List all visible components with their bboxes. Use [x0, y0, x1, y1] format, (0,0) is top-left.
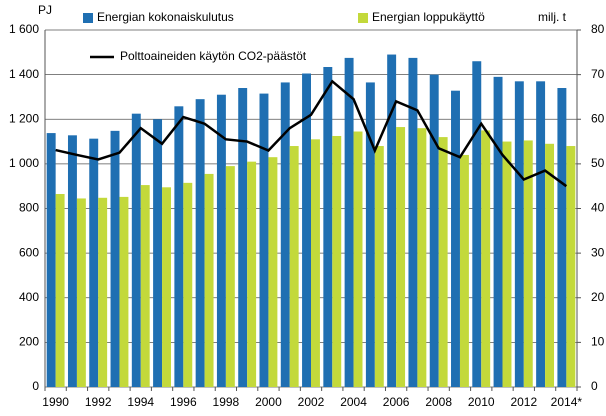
bar [302, 73, 311, 388]
y-tick-label: 1 200 [9, 111, 39, 125]
x-tick-label: 1998 [213, 395, 240, 409]
bar [67, 135, 77, 387]
bar [493, 76, 503, 387]
bar [119, 196, 129, 387]
bar [162, 187, 171, 387]
line [55, 79, 568, 188]
bar [247, 161, 257, 387]
x-tick-label: 1992 [85, 395, 112, 409]
bar [238, 88, 248, 387]
y-tick-label: 600 [19, 245, 39, 259]
bar [76, 198, 86, 387]
bar [429, 74, 439, 387]
bar [438, 137, 448, 387]
x-tick-label: 2006 [383, 395, 410, 409]
x-tick-label: 1996 [170, 395, 197, 409]
bar [387, 54, 397, 387]
y2-tick-label: 20 [591, 290, 605, 304]
x-tick-label: 2004 [340, 395, 367, 409]
bar [110, 130, 120, 388]
legend-swatch [358, 13, 368, 23]
bar [481, 130, 491, 387]
bar [536, 81, 546, 387]
bar [344, 57, 354, 387]
y-tick-label: 0 [32, 379, 39, 393]
legend-label: Energian loppukäyttö [372, 10, 485, 24]
y-tick-label: 800 [19, 201, 39, 215]
bar [174, 106, 184, 387]
bar [545, 143, 555, 387]
x-tick-label: 2012 [510, 395, 537, 409]
x-tick-label: 2014* [551, 395, 583, 409]
x-tick-label: 2000 [255, 395, 282, 409]
y2-tick-label: 10 [591, 335, 605, 349]
legend-label: Energian kokonaiskulutus [97, 10, 234, 24]
bar [140, 185, 150, 387]
bar [408, 57, 418, 387]
bar [557, 88, 567, 387]
bar [323, 56, 333, 388]
legend-swatch [83, 13, 93, 23]
y2-tick-label: 80 [591, 22, 605, 36]
bar [459, 154, 469, 387]
y-axis-label: PJ [38, 3, 52, 17]
bar [89, 138, 99, 387]
y2-tick-label: 30 [591, 245, 605, 259]
bar [98, 197, 108, 387]
bar [502, 141, 512, 387]
bar [289, 146, 299, 387]
y2-axis-label: milj. t [538, 10, 567, 24]
y-tick-label: 200 [19, 335, 39, 349]
bar [311, 139, 320, 387]
bar [332, 135, 342, 387]
bar [46, 133, 56, 387]
bar [417, 128, 427, 388]
bar [216, 94, 226, 388]
x-tick-label: 2008 [425, 395, 452, 409]
bar [183, 182, 193, 387]
bar [55, 193, 65, 387]
y2-tick-label: 50 [591, 156, 605, 170]
bar [523, 140, 533, 387]
y2-tick-label: 60 [591, 111, 605, 125]
bar [396, 127, 406, 387]
bar [204, 173, 214, 387]
x-tick-label: 1994 [127, 395, 154, 409]
x-tick-label: 2002 [298, 395, 325, 409]
bar [195, 99, 205, 387]
bar [514, 81, 524, 387]
y2-tick-label: 40 [591, 201, 605, 215]
legend-box [86, 47, 334, 67]
bar [365, 82, 375, 387]
y-tick-label: 1 000 [9, 156, 39, 170]
bar [566, 146, 576, 387]
bar [131, 113, 141, 387]
y-tick-label: 1 600 [9, 22, 39, 36]
bar [353, 131, 363, 387]
x-tick-label: 2010 [468, 395, 495, 409]
legend-label: Polttoaineiden käytön CO2-päästöt [120, 49, 307, 63]
bar [451, 90, 460, 387]
y2-tick-label: 0 [591, 379, 598, 393]
bar [374, 146, 384, 387]
bar [153, 119, 163, 387]
bar [472, 61, 482, 388]
y-tick-label: 400 [19, 290, 39, 304]
bar [225, 166, 235, 387]
x-tick-label: 1990 [42, 395, 69, 409]
bar [268, 157, 278, 387]
y2-tick-label: 70 [591, 67, 605, 81]
y-tick-label: 1 400 [9, 67, 39, 81]
bar [280, 82, 290, 387]
bar [259, 93, 269, 387]
